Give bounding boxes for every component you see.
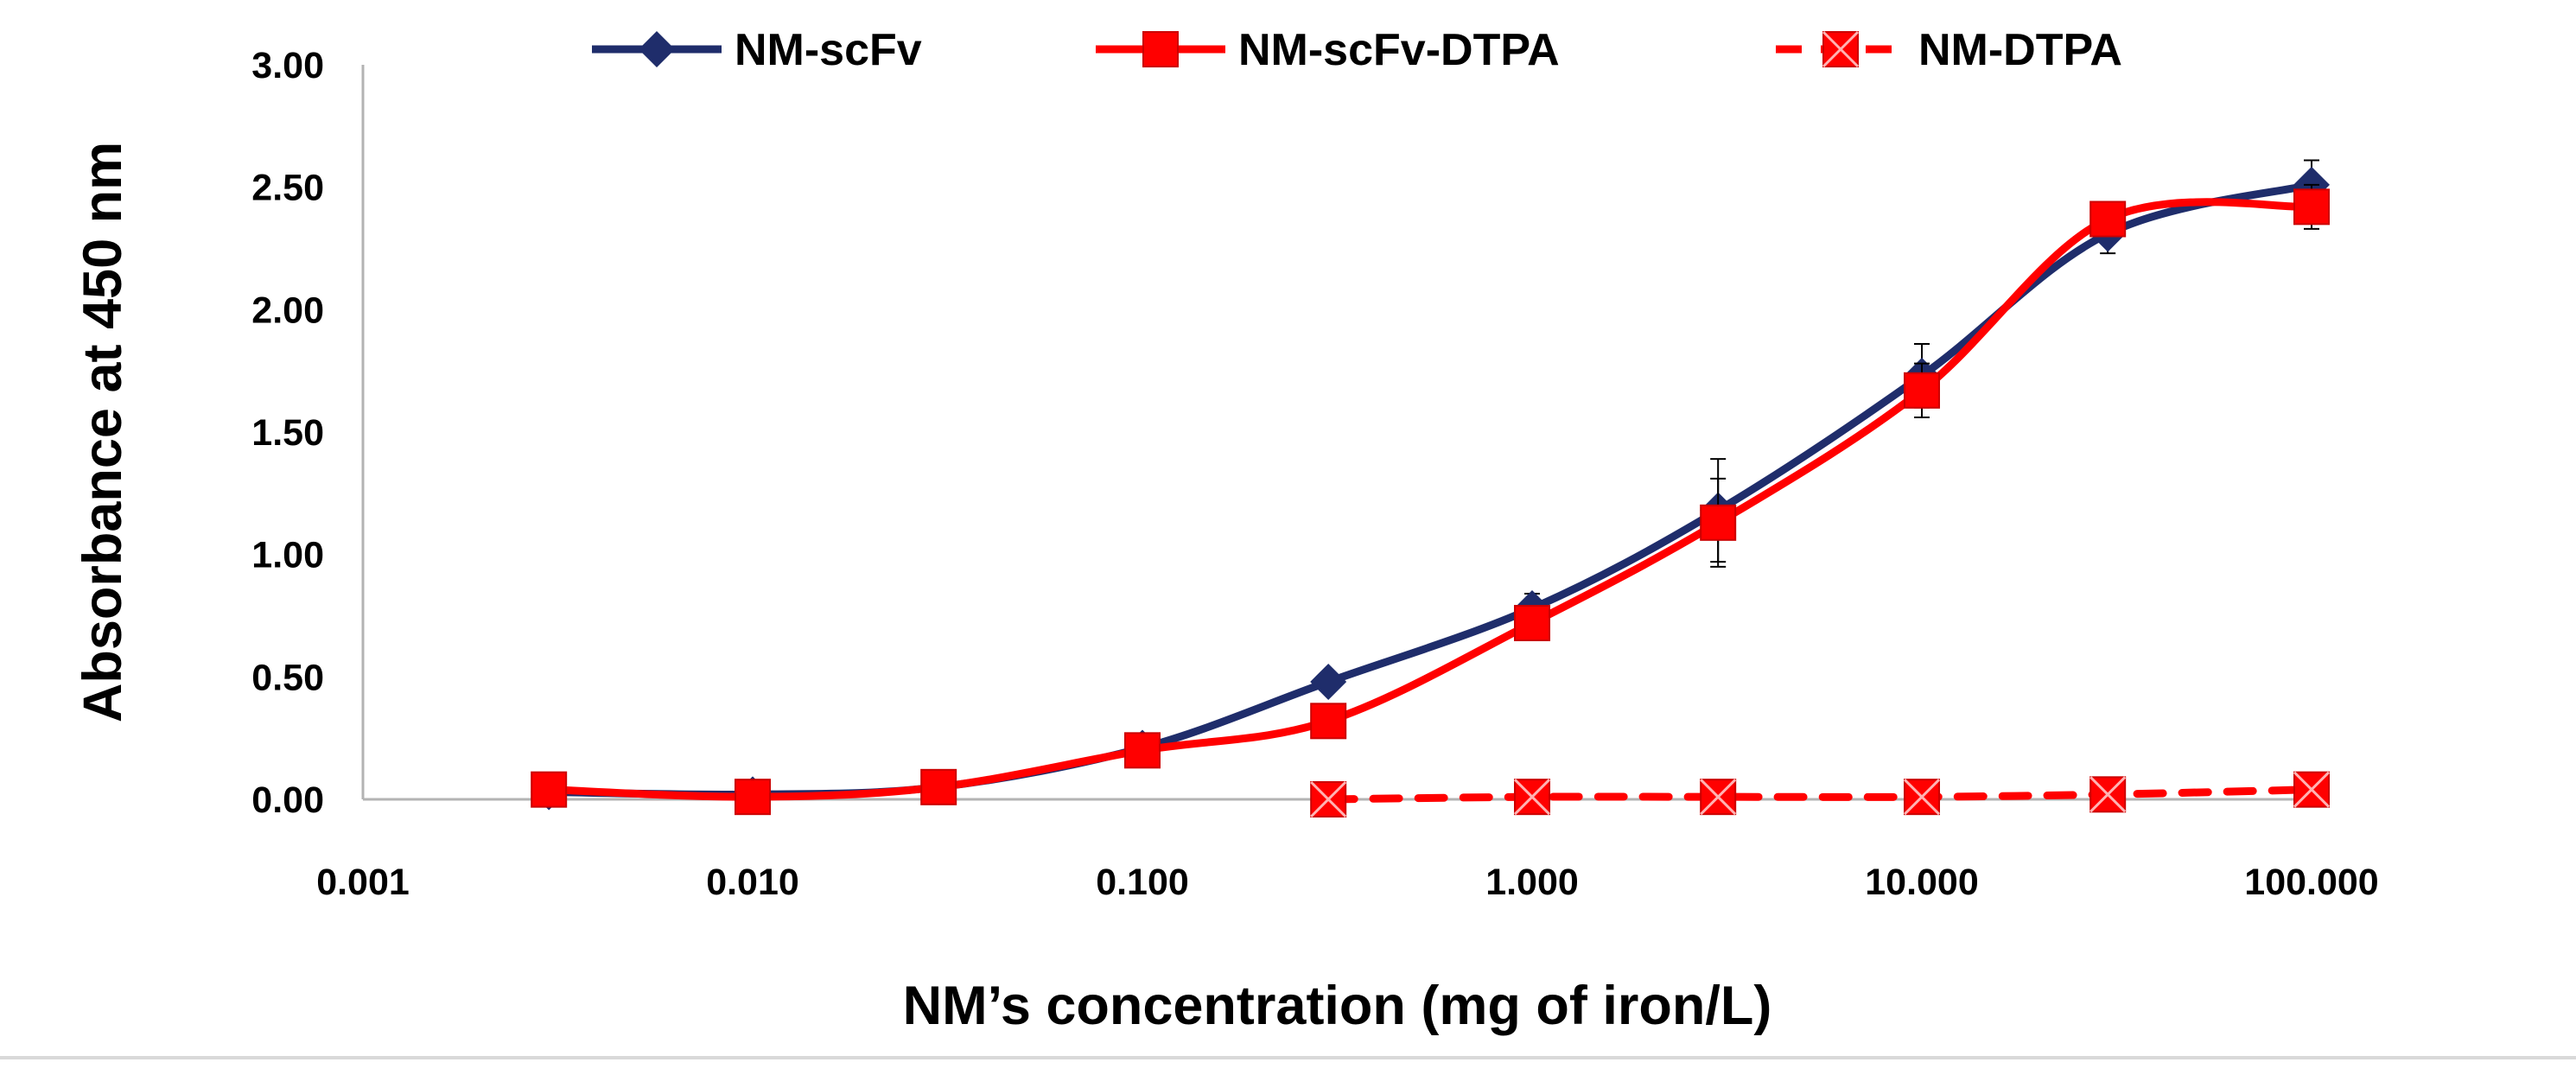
data-point	[735, 779, 771, 816]
series-nm-dtpa	[1310, 771, 2331, 818]
data-point	[2089, 200, 2127, 238]
legend-marker	[639, 31, 675, 67]
data-point	[1513, 779, 1551, 816]
data-point	[1310, 664, 1347, 700]
marker-cross	[1700, 779, 1737, 816]
x-tick-label: 10.000	[1865, 862, 1979, 903]
y-tick-label: 0.00	[251, 779, 324, 821]
y-tick-labels: 0.00 0.50 1.00 1.50 2.00 2.50 3.00	[251, 45, 324, 821]
x-tick-label: 1.000	[1485, 862, 1579, 903]
data-point	[1700, 504, 1737, 541]
legend-label: NM-DTPA	[1918, 25, 2122, 75]
legend-label: NM-scFv-DTPA	[1238, 25, 1560, 75]
x-axis-title: NM’s concentration (mg of iron/L)	[903, 976, 1772, 1036]
x-tick-label: 0.010	[706, 862, 799, 903]
legend-item-nm-scfv-dtpa: NM-scFv-DTPA	[1096, 25, 1560, 75]
series-layer	[531, 159, 2331, 818]
y-tick-label: 2.00	[251, 289, 324, 331]
legend-item-nm-scfv: NM-scFv	[592, 25, 922, 75]
legend-label: NM-scFv	[735, 25, 922, 75]
x-tick-labels: 0.001 0.010 0.100 1.000 10.000 100.000	[316, 862, 2379, 903]
legend-marker	[1822, 30, 1860, 68]
marker-cross	[1822, 30, 1860, 68]
series-line	[544, 198, 2316, 801]
legend-item-nm-dtpa: NM-DTPA	[1776, 25, 2122, 75]
data-point	[1310, 703, 1347, 740]
marker-cross	[1903, 779, 1941, 816]
y-tick-label: 0.50	[251, 657, 324, 698]
y-tick-label: 1.00	[251, 535, 324, 576]
x-tick-label: 0.100	[1096, 862, 1189, 903]
x-tick-label: 100.000	[2244, 862, 2378, 903]
marker-cross	[2089, 776, 2127, 813]
y-tick-label: 3.00	[251, 45, 324, 86]
series-line	[1324, 786, 2316, 804]
data-point	[1700, 779, 1737, 816]
data-point	[2293, 188, 2330, 226]
marker-cross	[1513, 779, 1551, 816]
data-point	[1514, 605, 1550, 641]
legend: NM-scFv NM-scFv-DTPA NM-DTPA	[592, 25, 2122, 75]
legend-marker	[1142, 31, 1179, 67]
marker-cross	[1310, 780, 1347, 818]
y-tick-label: 2.50	[251, 168, 324, 209]
data-point	[1124, 732, 1161, 769]
data-point	[920, 768, 957, 805]
x-tick-label: 0.001	[316, 862, 410, 903]
y-tick-label: 1.50	[251, 412, 324, 454]
data-point	[2293, 771, 2331, 808]
marker-cross	[2293, 771, 2331, 808]
data-point	[531, 771, 568, 808]
data-point	[1310, 780, 1347, 818]
data-point	[1904, 372, 1940, 409]
series-nm-scfv-dtpa	[531, 183, 2330, 816]
data-point	[1903, 779, 1941, 816]
data-point	[2089, 776, 2127, 813]
y-axis-title: Absorbance at 450 nm	[73, 142, 133, 722]
